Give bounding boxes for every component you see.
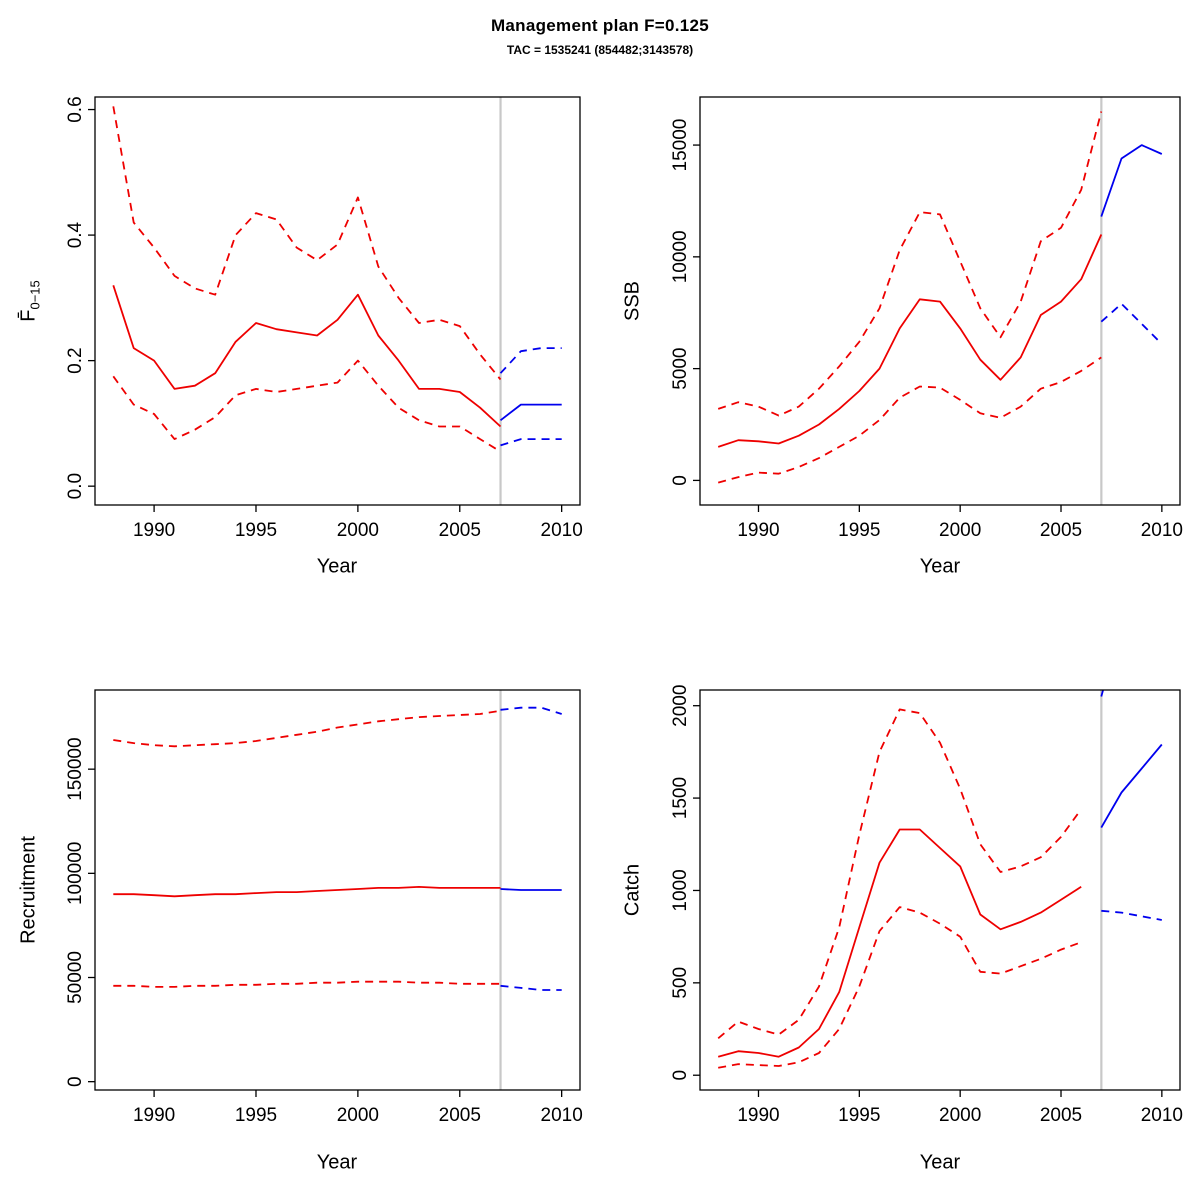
x-tick-label: 1995 [838,1105,880,1126]
ssb-forecast-median-line [1100,144,1163,217]
panel-fishing-mortality: 1990 1995 2000 2005 2010 0.0 0.2 0.4 0.6 F̄0−15 … [0,70,600,635]
y-tick-label: 5000 [670,347,691,389]
y-tick-label: 0.6 [65,96,86,122]
ssb-forecast-lower-ci-line [1100,302,1163,345]
x-tick-label: 2000 [939,1105,981,1126]
ssb-y-axis-label: SSB [622,281,647,321]
recruitment-estimate-lower-ci-line [113,980,501,988]
y-tick-label: 0 [65,1076,86,1087]
f-estimate-upper-ci-line [112,106,502,381]
recruitment-y-axis-label: Recruitment [18,836,43,944]
x-tick-label: 1995 [235,520,277,541]
x-tick-label: 2000 [337,1105,379,1126]
f-y-axis-label-main: F̄ [17,309,40,322]
y-tick-label: 2000 [670,685,691,727]
panel-recruitment: 1990 1995 2000 2005 2010 0 50000 100000 150000 R… [0,635,600,1200]
x-tick-label: 2000 [337,520,379,541]
y-tick-label: 0.2 [65,347,86,373]
x-tick-label: 1990 [737,520,779,541]
x-tick-label: 1990 [133,1105,175,1126]
f-y-axis-label-sub: 0−15 [27,280,43,310]
x-tick-label: 2005 [439,520,481,541]
f-x-axis-label: Year [316,555,358,578]
x-tick-label: 1995 [235,1105,277,1126]
ssb-forecast-upper-ci-line [1101,70,1162,83]
y-tick-label: 10000 [670,230,691,283]
y-tick-label: 150000 [65,737,86,800]
f-estimate-lower-ci-line [112,359,501,453]
x-tick-label: 2005 [1040,520,1082,541]
catch-y-axis-label-main: Catch [621,863,644,917]
catch-estimate-upper-ci-line [717,708,1082,1039]
catch-x-axis-label: Year [919,1151,961,1174]
catch-forecast-median-line [1100,743,1163,829]
f-forecast-upper-ci-line [499,347,562,374]
ssb-plot-box [699,96,1181,506]
recruitment-plot-box [94,689,581,1091]
figure-title: Management plan F=0.125 [490,16,710,35]
x-tick-label: 2000 [939,520,981,541]
y-tick-label: 0.0 [65,473,86,499]
y-tick-label: 100000 [65,842,86,905]
catch-forecast-upper-ci-line [1100,690,1105,697]
recruitment-forecast-median-line [500,888,562,891]
x-tick-label: 1995 [838,520,880,541]
catch-forecast-lower-ci-line [1101,909,1162,921]
recruitment-x-axis-label: Year [316,1151,358,1174]
y-tick-label: 0 [670,1070,691,1081]
x-tick-label: 2010 [1141,1105,1183,1126]
catch-plot-box [699,689,1181,1091]
catch-estimate-lower-ci-line [718,906,1082,1069]
panel-ssb: 1990 1995 2000 2005 2010 0 5000 10000 15000 SSB … [600,70,1200,635]
y-tick-label: 1000 [670,869,691,911]
y-tick-label: 500 [670,967,691,999]
y-tick-label: 0.4 [65,221,86,248]
catch-y-axis-label: Catch [622,864,647,916]
y-tick-label: 0 [670,475,691,486]
x-tick-label: 1990 [133,520,175,541]
recruitment-chart: 1990 1995 2000 2005 2010 0 50000 100000 150000 [65,689,583,1126]
ssb-chart: 1990 1995 2000 2005 2010 0 5000 10000 15000 [670,70,1183,541]
ssb-y-axis-label-main: SSB [621,280,644,322]
f-y-axis-label: F̄0−15 [18,280,43,322]
recruitment-forecast-lower-ci-line [500,984,562,991]
fishing-mortality-chart: 1990 1995 2000 2005 2010 0.0 0.2 0.4 0.6 [65,96,583,541]
f-forecast-median-line [499,403,562,422]
x-tick-label: 2005 [439,1105,481,1126]
x-tick-label: 2010 [541,1105,583,1126]
ssb-estimate-lower-ci-line [717,356,1102,484]
y-tick-label: 50000 [65,951,86,1004]
ssb-estimate-median-line [717,234,1103,448]
f-forecast-lower-ci-line [500,438,562,447]
panel-catch: 1990 1995 2000 2005 2010 0 500 1000 1500 2000 Cat… [600,635,1200,1200]
recruitment-forecast-upper-ci-line [500,706,562,715]
x-tick-label: 1990 [737,1105,779,1126]
recruitment-estimate-median-line [113,885,501,898]
recruitment-y-axis-label-main: Recruitment [17,836,40,944]
x-tick-label: 2010 [541,520,583,541]
x-tick-label: 2005 [1040,1105,1082,1126]
catch-estimate-median-line [717,828,1082,1058]
y-tick-label: 1500 [670,777,691,819]
y-tick-label: 15000 [670,119,691,172]
f-plot-box [94,96,581,506]
ssb-estimate-upper-ci-line [717,111,1103,417]
ssb-x-axis-label: Year [919,555,961,578]
f-estimate-median-line [112,285,502,428]
recruitment-estimate-upper-ci-line [113,709,501,748]
catch-chart: 1990 1995 2000 2005 2010 0 500 1000 1500 2000 [670,685,1183,1126]
x-tick-label: 2010 [1141,520,1183,541]
figure-subtitle: TAC = 1535241 (854482;3143578) [506,43,694,57]
